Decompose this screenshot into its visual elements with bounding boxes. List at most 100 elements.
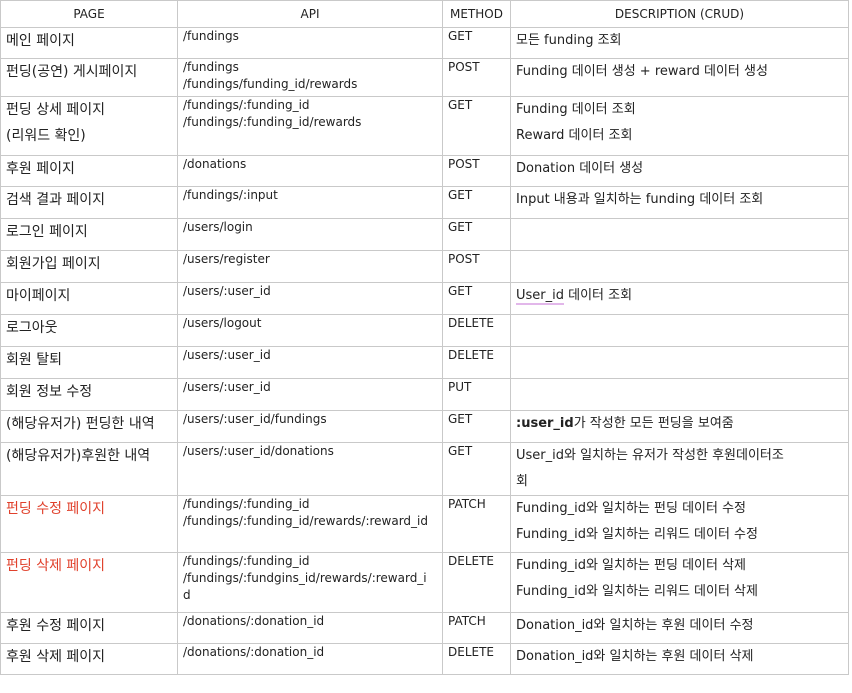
cell-page: 로그아웃	[0, 314, 178, 347]
cell-description	[510, 218, 849, 251]
description-line: Donation_id와 일치하는 후원 데이터 수정	[516, 618, 754, 633]
header-row: PAGE API METHOD DESCRIPTION (CRUD)	[0, 0, 849, 28]
cell-api: /fundings/:funding_id/fundings/:fundgins…	[177, 552, 443, 613]
cell-method: GET	[442, 442, 511, 496]
api-line: /fundings/:input	[183, 188, 278, 202]
description-line: :user_id가 작성한 모든 펀딩을 보여줌	[516, 412, 843, 438]
description-line: User_id와 일치하는 유저가 작성한 후원데이터조	[516, 448, 784, 463]
cell-page: 후원 삭제 페이지	[0, 643, 178, 675]
description-line: Reward 데이터 조회	[516, 128, 633, 143]
api-spec-table: PAGE API METHOD DESCRIPTION (CRUD) 메인 페이…	[0, 0, 849, 675]
cell-page: (해당유저가) 펀딩한 내역	[0, 410, 178, 443]
table-row: 마이페이지/users/:user_id GET User_id 데이터 조회	[0, 282, 849, 315]
cell-page: 회원 정보 수정	[0, 378, 178, 411]
table-row: 펀딩 삭제 페이지/fundings/:funding_id/fundings/…	[0, 552, 849, 613]
api-line: d	[183, 588, 191, 602]
cell-description: 모든 funding 조회	[510, 27, 849, 59]
cell-page: (해당유저가)후원한 내역	[0, 442, 178, 496]
cell-api: /users/:user_id/donations	[177, 442, 443, 496]
cell-description	[510, 314, 849, 347]
page-line: 후원 페이지	[6, 161, 75, 177]
page-line: (리워드 확인)	[6, 128, 86, 144]
cell-method: GET	[442, 282, 511, 315]
table-row: 후원 삭제 페이지/donations/:donation_id DELETE Do…	[0, 643, 849, 675]
cell-description: Donation_id와 일치하는 후원 데이터 수정	[510, 612, 849, 644]
description-line: Donation 데이터 생성	[516, 161, 644, 176]
cell-method: PATCH	[442, 612, 511, 644]
cell-description: Donation 데이터 생성	[510, 155, 849, 187]
cell-description: Funding 데이터 조회 Reward 데이터 조회	[510, 96, 849, 156]
description-line: Funding_id와 일치하는 펀딩 데이터 삭제	[516, 558, 747, 573]
description-line: Funding_id와 일치하는 리워드 데이터 삭제	[516, 584, 758, 599]
cell-api: /users/:user_id	[177, 378, 443, 411]
table-row: 회원 정보 수정/users/:user_id PUT	[0, 378, 849, 411]
description-line: Input 내용과 일치하는 funding 데이터 조회	[516, 192, 764, 207]
description-line: Donation_id와 일치하는 후원 데이터 삭제	[516, 649, 754, 664]
cell-page: 후원 페이지	[0, 155, 178, 187]
page-line: 펀딩(공연) 게시페이지	[6, 64, 138, 80]
header-api: API	[177, 0, 443, 28]
cell-api: /fundings/:funding_id/fundings/:funding_…	[177, 96, 443, 156]
page-line: 로그인 페이지	[6, 224, 88, 240]
table-row: 후원 수정 페이지/donations/:donation_id PATCH Don…	[0, 612, 849, 644]
description-line: User_id 데이터 조회	[516, 288, 633, 305]
cell-method: GET	[442, 27, 511, 59]
api-line: /users/login	[183, 220, 253, 234]
api-line: /fundings/funding_id/rewards	[183, 77, 358, 91]
cell-page: 메인 페이지	[0, 27, 178, 59]
cell-api: /fundings/:funding_id/fundings/:funding_…	[177, 495, 443, 553]
page-line: (해당유저가) 펀딩한 내역	[6, 416, 155, 432]
cell-api: /fundings/:input	[177, 186, 443, 219]
table-row: 로그아웃/users/logout DELETE	[0, 314, 849, 347]
api-line: /donations	[183, 157, 247, 171]
table-row: 펀딩 상세 페이지 (리워드 확인) /fundings/:funding_id/f…	[0, 96, 849, 156]
cell-api: /donations/:donation_id	[177, 643, 443, 675]
description-line: 회	[516, 474, 528, 489]
cell-method: GET	[442, 186, 511, 219]
cell-page: 펀딩(공연) 게시페이지	[0, 58, 178, 97]
cell-page: 펀딩 수정 페이지	[0, 495, 178, 553]
api-line: /fundings/:funding_id	[183, 554, 310, 568]
cell-page: 펀딩 상세 페이지 (리워드 확인)	[0, 96, 178, 156]
description-line: Funding 데이터 조회	[516, 102, 636, 117]
cell-page: 마이페이지	[0, 282, 178, 315]
page-line: 후원 삭제 페이지	[6, 649, 106, 665]
table-row: 회원가입 페이지/users/register POST	[0, 250, 849, 283]
page-line: 회원 탈퇴	[6, 352, 62, 368]
api-line: /users/:user_id/donations	[183, 444, 334, 458]
cell-api: /users/login	[177, 218, 443, 251]
cell-page: 로그인 페이지	[0, 218, 178, 251]
api-line: /fundings	[183, 60, 239, 74]
cell-page: 후원 수정 페이지	[0, 612, 178, 644]
api-line: /fundings/:fundgins_id/rewards/:reward_i	[183, 571, 427, 585]
description-line: Funding 데이터 생성 + reward 데이터 생성	[516, 64, 768, 79]
cell-api: /users/:user_id	[177, 346, 443, 379]
api-line: /users/:user_id/fundings	[183, 412, 327, 426]
api-line: /fundings/:funding_id	[183, 98, 310, 112]
description-line: 모든 funding 조회	[516, 33, 622, 48]
cell-api: /fundings/fundings/funding_id/rewards	[177, 58, 443, 97]
api-line: /users/:user_id	[183, 380, 271, 394]
cell-description	[510, 378, 849, 411]
cell-page: 회원 탈퇴	[0, 346, 178, 379]
header-method: METHOD	[442, 0, 511, 28]
page-line: 마이페이지	[6, 288, 71, 304]
cell-description: Input 내용과 일치하는 funding 데이터 조회	[510, 186, 849, 219]
page-line: 펀딩 삭제 페이지	[6, 558, 106, 574]
cell-method: DELETE	[442, 346, 511, 379]
description-text: 가 작성한 모든 펀딩을 보여줌	[573, 416, 734, 431]
api-line: /fundings/:funding_id/rewards/:reward_id	[183, 514, 429, 528]
page-line: 회원가입 페이지	[6, 256, 101, 272]
page-line: 메인 페이지	[6, 33, 75, 49]
table-row: 로그인 페이지/users/login GET	[0, 218, 849, 251]
api-line: /fundings	[183, 29, 239, 43]
cell-method: GET	[442, 96, 511, 156]
cell-api: /fundings	[177, 27, 443, 59]
api-line: /donations/:donation_id	[183, 645, 325, 659]
page-line: 회원 정보 수정	[6, 384, 93, 400]
description-line: Funding_id와 일치하는 펀딩 데이터 수정	[516, 501, 747, 516]
cell-description: Funding 데이터 생성 + reward 데이터 생성	[510, 58, 849, 97]
cell-description	[510, 346, 849, 379]
cell-description: Funding_id와 일치하는 펀딩 데이터 삭제 Funding_id와 일치…	[510, 552, 849, 613]
